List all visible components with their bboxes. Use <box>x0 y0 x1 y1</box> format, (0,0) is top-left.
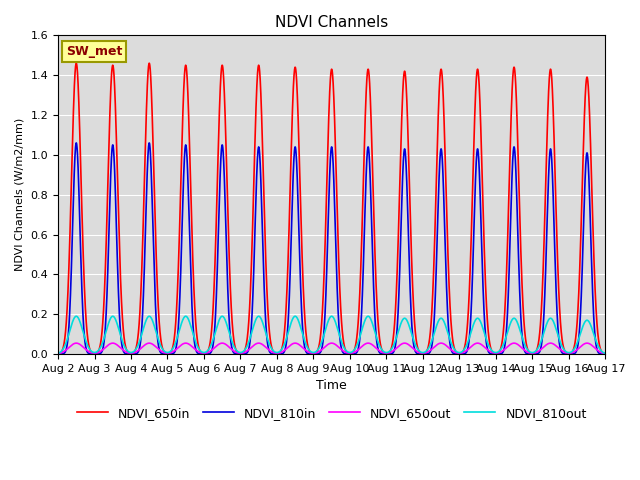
Line: NDVI_810in: NDVI_810in <box>58 143 605 354</box>
NDVI_810out <box>172 341 179 347</box>
NDVI_650out <box>600 350 607 356</box>
NDVI_810in <box>72 140 80 146</box>
NDVI_650out <box>54 351 62 357</box>
NDVI_810in <box>259 246 267 252</box>
NDVI_810out <box>602 350 609 356</box>
Legend: NDVI_650in, NDVI_810in, NDVI_650out, NDVI_810out: NDVI_650in, NDVI_810in, NDVI_650out, NDV… <box>72 402 591 425</box>
Line: NDVI_810out: NDVI_810out <box>58 316 605 353</box>
NDVI_650in <box>407 242 415 248</box>
NDVI_650out <box>259 342 267 348</box>
X-axis label: Time: Time <box>316 379 347 392</box>
NDVI_650in <box>485 335 493 340</box>
NDVI_650in <box>172 327 179 333</box>
NDVI_650out <box>109 340 116 346</box>
NDVI_810in <box>600 351 607 357</box>
NDVI_810in <box>407 310 415 316</box>
NDVI_810in <box>54 351 62 357</box>
NDVI_650out <box>172 348 179 353</box>
NDVI_810out <box>54 350 62 356</box>
NDVI_650in <box>72 60 80 66</box>
NDVI_650in <box>166 350 173 356</box>
NDVI_810in <box>166 351 173 357</box>
NDVI_810in <box>602 351 609 357</box>
NDVI_650out <box>485 348 493 354</box>
NDVI_810in <box>172 348 179 354</box>
Title: NDVI Channels: NDVI Channels <box>275 15 388 30</box>
NDVI_650out <box>407 344 415 349</box>
NDVI_650in <box>259 158 267 164</box>
NDVI_650in <box>54 351 62 357</box>
NDVI_810out <box>72 313 80 319</box>
NDVI_810out <box>166 349 173 355</box>
NDVI_650out <box>602 351 609 357</box>
NDVI_650in <box>602 351 609 357</box>
NDVI_810out <box>407 329 415 335</box>
Y-axis label: NDVI Channels (W/m2/mm): NDVI Channels (W/m2/mm) <box>15 118 25 271</box>
Line: NDVI_650out: NDVI_650out <box>58 343 605 354</box>
NDVI_810out <box>600 350 607 356</box>
NDVI_810out <box>485 343 493 349</box>
Text: SW_met: SW_met <box>66 45 123 58</box>
NDVI_810in <box>485 349 493 355</box>
NDVI_650out <box>166 350 173 356</box>
NDVI_810out <box>259 321 267 326</box>
NDVI_650in <box>600 350 607 356</box>
Line: NDVI_650in: NDVI_650in <box>58 63 605 354</box>
